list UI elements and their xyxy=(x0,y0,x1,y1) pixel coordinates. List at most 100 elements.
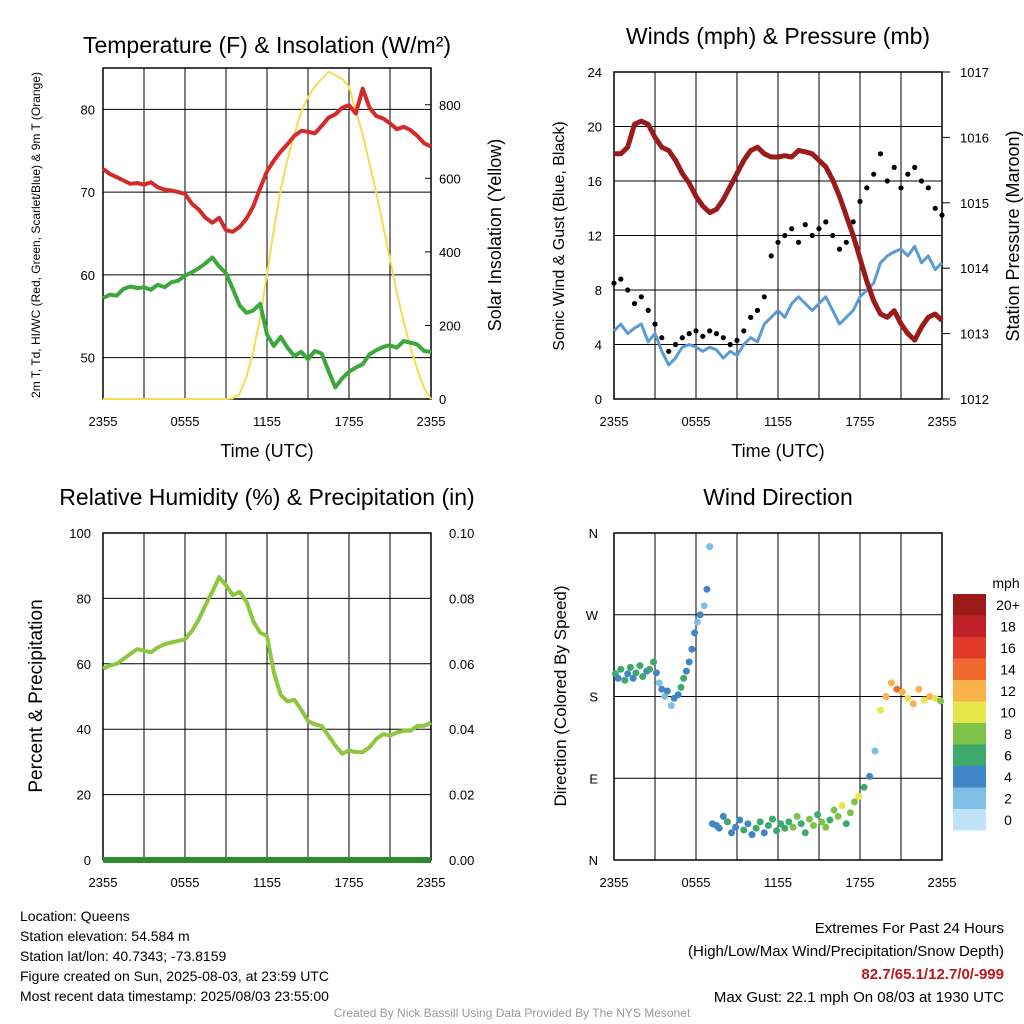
temp-y-tick-label: 50 xyxy=(81,351,95,366)
direction-point xyxy=(898,688,906,696)
gust-point xyxy=(939,212,945,218)
dir-x-tick-label: 2355 xyxy=(928,875,957,890)
rh-y-tick-label: 60 xyxy=(77,657,91,672)
rh-y-tick-label: 0 xyxy=(84,853,91,868)
temp-x-tick-label: 0555 xyxy=(171,414,200,429)
rh-x-tick-label: 2355 xyxy=(89,875,118,890)
direction-point xyxy=(706,543,714,551)
direction-point xyxy=(674,691,682,699)
direction-point xyxy=(614,674,622,682)
direction-point xyxy=(830,806,838,814)
direction-point xyxy=(696,611,704,619)
direction-point xyxy=(626,663,634,671)
insolation-y-tick-label: 800 xyxy=(439,98,461,113)
wind-panel-title: Winds (mph) & Pressure (mb) xyxy=(626,23,930,49)
temperature-left-axis-label: 2m T, Td, HI/WC (Red, Green, Scarlet/Blu… xyxy=(29,72,43,398)
direction-point xyxy=(723,818,731,826)
wind-x-axis-label: Time (UTC) xyxy=(731,441,824,461)
gust-point xyxy=(795,239,802,245)
direction-point xyxy=(715,824,723,832)
dir-x-tick-label: 2355 xyxy=(600,875,629,890)
direction-point xyxy=(744,820,752,828)
direction-point xyxy=(732,823,740,831)
pressure-y-tick-label: 1017 xyxy=(960,65,989,80)
pressure-y-tick-label: 1013 xyxy=(960,327,989,342)
direction-point xyxy=(691,629,699,637)
gust-point xyxy=(850,219,856,225)
wind-y-tick-label: 8 xyxy=(595,283,602,298)
speed-legend-label: 8 xyxy=(1004,726,1012,742)
humidity-left-axis-label: Percent & Precipitation xyxy=(26,599,47,792)
speed-legend-title: mph xyxy=(992,575,1019,591)
gust-point xyxy=(748,314,754,320)
gust-point xyxy=(932,205,938,211)
rh-y-tick-label: 20 xyxy=(77,788,91,803)
rh-y-tick-label: 80 xyxy=(77,591,91,606)
rh-y-tick-label: 40 xyxy=(77,722,91,737)
wind-x-tick-label: 2355 xyxy=(600,414,629,429)
direction-point xyxy=(866,772,874,780)
direction-point xyxy=(846,809,854,817)
wind-x-tick-label: 0555 xyxy=(682,414,711,429)
precip-y-tick-label: 0.00 xyxy=(449,853,474,868)
gust-point xyxy=(686,331,692,337)
gust-point xyxy=(925,185,931,191)
pressure-y-tick-label: 1016 xyxy=(960,130,989,145)
direction-point xyxy=(838,802,846,809)
insolation-y-tick-label: 200 xyxy=(439,318,461,333)
direction-point xyxy=(658,685,666,693)
wind-x-tick-label: 1755 xyxy=(846,414,875,429)
gust-point xyxy=(618,276,624,282)
rh-x-tick-label: 0555 xyxy=(171,875,200,890)
speed-legend-swatch xyxy=(953,615,986,637)
speed-legend-label: 4 xyxy=(1004,769,1012,785)
gust-point xyxy=(707,328,713,334)
direction-point xyxy=(904,694,912,702)
direction-point xyxy=(688,645,696,653)
speed-legend-swatch xyxy=(953,787,986,809)
direction-point xyxy=(769,815,776,823)
direction-point xyxy=(663,687,671,695)
direction-point xyxy=(703,585,711,593)
direction-point xyxy=(756,818,764,826)
location-text: Location: Queens xyxy=(20,908,130,924)
direction-point xyxy=(661,693,669,700)
direction-point xyxy=(834,812,842,820)
direction-point xyxy=(915,685,923,693)
direction-point xyxy=(624,670,632,678)
pressure-axis-label: Station Pressure (Maroon) xyxy=(1003,130,1023,341)
pressure-y-tick-label: 1015 xyxy=(960,196,989,211)
direction-point xyxy=(764,822,772,829)
direction-point xyxy=(680,674,688,682)
gust-point xyxy=(768,253,774,259)
direction-y-tick-label: S xyxy=(589,690,598,705)
wind-speed-line xyxy=(612,244,944,367)
temperature-panel-title: Temperature (F) & Insolation (W/m²) xyxy=(83,32,451,58)
gust-point xyxy=(734,337,740,343)
temperature-line xyxy=(101,86,432,234)
direction-point xyxy=(652,669,660,677)
gust-point xyxy=(836,246,843,252)
direction-point xyxy=(826,816,834,824)
direction-point xyxy=(636,662,644,670)
gust-point xyxy=(898,185,904,191)
direction-point xyxy=(805,815,813,823)
pressure-y-tick-label: 1012 xyxy=(960,392,989,407)
gust-point xyxy=(713,331,720,337)
direction-point xyxy=(887,679,895,687)
extremes-subtitle: (High/Low/Max Wind/Precipitation/Snow De… xyxy=(688,943,1004,960)
direction-point xyxy=(693,618,701,626)
station-info: Location: Queens Station elevation: 54.5… xyxy=(20,906,329,1006)
gust-point xyxy=(611,280,617,286)
speed-legend-swatch xyxy=(953,809,986,831)
direction-point xyxy=(851,798,858,806)
direction-point xyxy=(682,667,690,675)
dir-x-tick-label: 1755 xyxy=(846,875,875,890)
precip-y-tick-label: 0.10 xyxy=(449,526,474,541)
direction-point xyxy=(760,829,768,837)
wind-panel: Winds (mph) & Pressure (mb) Sonic Wind &… xyxy=(551,23,1023,461)
speed-legend-swatch xyxy=(953,744,986,766)
dir-x-tick-label: 1155 xyxy=(764,875,792,890)
gust-point xyxy=(891,164,897,170)
